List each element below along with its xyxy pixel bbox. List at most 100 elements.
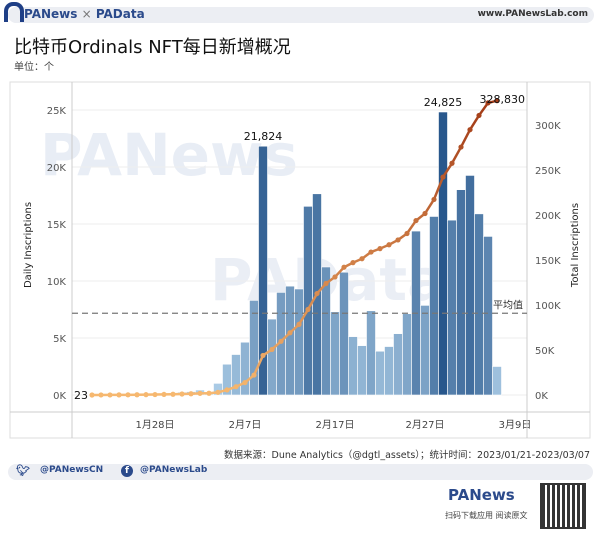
cumulative-point bbox=[377, 246, 383, 252]
cumulative-point bbox=[314, 290, 320, 297]
bar bbox=[492, 366, 502, 396]
y-left-tick: 5K bbox=[53, 334, 66, 345]
cumulative-line-segment bbox=[432, 176, 445, 200]
chart: PANews PAData 0K5K10K15K20K25K0K50K100K1… bbox=[9, 81, 591, 439]
bar bbox=[375, 350, 385, 396]
facebook-icon[interactable]: f bbox=[121, 465, 133, 477]
cumulative-point bbox=[305, 306, 311, 313]
social-bar bbox=[8, 464, 593, 480]
cumulative-point bbox=[323, 280, 329, 287]
cumulative-point bbox=[278, 338, 284, 344]
x-tick: 2月7日 bbox=[229, 419, 262, 431]
cumulative-point bbox=[89, 392, 95, 398]
x-tick: 3月9日 bbox=[499, 419, 532, 431]
cumulative-line-segment bbox=[306, 292, 319, 311]
cumulative-line-segment bbox=[459, 129, 472, 148]
page-title: 比特币Ordinals NFT每日新增概况 bbox=[14, 37, 291, 58]
cumulative-point bbox=[260, 352, 266, 359]
y-right-tick: 0K bbox=[535, 391, 548, 402]
y-left-tick: 10K bbox=[47, 277, 67, 288]
cumulative-point bbox=[485, 100, 491, 106]
bar bbox=[393, 333, 403, 396]
cumulative-point bbox=[251, 372, 257, 378]
x-tick: 2月17日 bbox=[315, 419, 354, 431]
cumulative-point bbox=[188, 391, 194, 397]
panews-logo-icon bbox=[4, 2, 24, 22]
cumulative-point bbox=[422, 210, 428, 217]
twitter-handle[interactable]: @PANewsCN bbox=[40, 465, 104, 475]
facebook-handle[interactable]: @PANewsLab bbox=[140, 465, 208, 475]
cumulative-line-segment bbox=[450, 146, 463, 164]
cumulative-point bbox=[476, 112, 482, 119]
bar bbox=[303, 206, 313, 396]
cumulative-line-segment bbox=[405, 219, 418, 235]
y-right-tick: 300K bbox=[535, 121, 561, 132]
data-label-total: 328,830 bbox=[480, 93, 526, 106]
bar bbox=[483, 236, 493, 396]
y-right-tick: 200K bbox=[535, 211, 561, 222]
cumulative-line-segment bbox=[441, 162, 454, 178]
average-label: 平均值 bbox=[493, 298, 523, 311]
bar bbox=[420, 305, 430, 396]
y-left-label: Daily Inscriptions bbox=[23, 202, 34, 288]
data-label-first: 23 bbox=[74, 389, 88, 402]
bar bbox=[438, 111, 448, 396]
cumulative-point bbox=[350, 260, 356, 266]
cumulative-point bbox=[224, 387, 230, 393]
cumulative-point bbox=[395, 237, 401, 243]
bar bbox=[384, 346, 394, 396]
cumulative-point bbox=[269, 346, 275, 353]
bar bbox=[474, 213, 484, 396]
bar bbox=[294, 288, 304, 396]
cumulative-point bbox=[332, 274, 338, 280]
bar bbox=[357, 345, 367, 396]
bar bbox=[240, 341, 250, 396]
y-right-tick: 250K bbox=[535, 166, 561, 177]
bar bbox=[267, 318, 277, 396]
footer-subtitle: 扫码下载应用 阅读原文 bbox=[445, 511, 528, 520]
twitter-icon[interactable]: 🐦︎ bbox=[16, 464, 30, 477]
cumulative-point bbox=[413, 217, 419, 224]
cumulative-line-segment bbox=[252, 354, 265, 376]
cumulative-point bbox=[341, 264, 347, 270]
y-right-tick: 50K bbox=[535, 346, 555, 357]
cumulative-line-segment bbox=[468, 114, 481, 131]
y-left-tick: 25K bbox=[47, 106, 67, 117]
cumulative-line-segment bbox=[423, 198, 436, 215]
chart-frame bbox=[9, 81, 591, 439]
y-right-tick: 100K bbox=[535, 301, 561, 312]
cumulative-point bbox=[161, 391, 167, 398]
cumulative-point bbox=[233, 384, 239, 390]
cumulative-point bbox=[152, 391, 158, 398]
cumulative-point bbox=[107, 392, 113, 398]
cumulative-point bbox=[404, 230, 410, 237]
qr-code bbox=[540, 483, 586, 529]
bar bbox=[285, 285, 295, 396]
y-left-tick: 15K bbox=[47, 220, 67, 231]
bar bbox=[348, 336, 358, 396]
unit-label: 单位：个 bbox=[14, 62, 54, 73]
cumulative-point bbox=[215, 389, 221, 395]
cumulative-point bbox=[125, 392, 131, 398]
cumulative-point bbox=[458, 144, 464, 150]
cumulative-point bbox=[386, 242, 392, 248]
cumulative-point bbox=[449, 160, 455, 166]
bar bbox=[429, 216, 439, 396]
bar bbox=[339, 271, 349, 396]
footer-logo: PANews bbox=[448, 486, 515, 504]
cumulative-point bbox=[359, 256, 365, 262]
cumulative-point bbox=[143, 392, 149, 398]
y-right-label: Total Inscriptions bbox=[570, 203, 581, 288]
brand-sep: × bbox=[81, 7, 92, 21]
bar bbox=[330, 311, 340, 396]
site-url[interactable]: www.PANewsLab.com bbox=[477, 9, 588, 19]
cumulative-line-segment bbox=[297, 308, 310, 326]
watermark-panews: PANews bbox=[40, 121, 298, 189]
bar bbox=[258, 145, 268, 396]
bar bbox=[456, 189, 466, 396]
cumulative-point bbox=[494, 98, 500, 104]
brand-padata: PAData bbox=[95, 7, 145, 21]
brand: PANews × PAData bbox=[24, 7, 145, 21]
cumulative-point bbox=[431, 196, 437, 203]
